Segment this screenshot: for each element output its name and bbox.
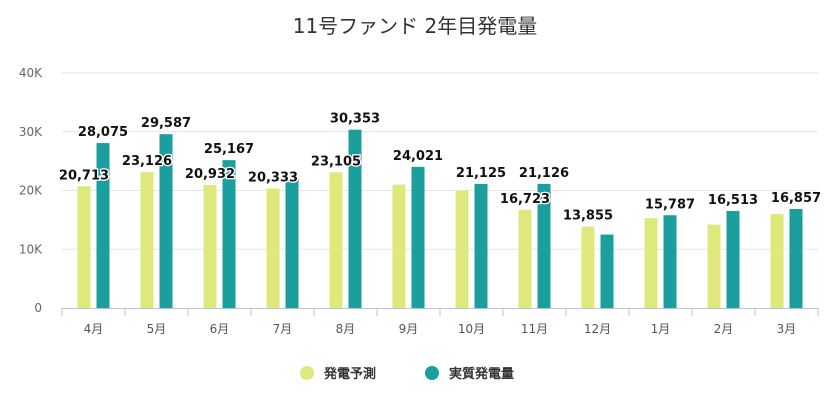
data-label: 25,167 xyxy=(204,142,254,157)
legend-marker xyxy=(300,366,314,380)
gridlines xyxy=(62,72,818,250)
data-label: 28,075 xyxy=(78,125,128,140)
bar xyxy=(222,160,236,308)
x-tick-label: 6月 xyxy=(210,322,230,336)
bar xyxy=(600,234,614,308)
x-tick-label: 8月 xyxy=(336,322,356,336)
y-tick-label: 30K xyxy=(19,125,43,139)
data-label: 15,787 xyxy=(645,197,695,212)
x-tick-label: 3月 xyxy=(777,322,797,336)
bar xyxy=(266,188,280,308)
bar xyxy=(663,215,677,308)
bar xyxy=(159,134,173,308)
bar xyxy=(203,185,217,308)
data-label: 23,105 xyxy=(311,154,361,169)
data-label: 21,126 xyxy=(519,166,569,181)
bar xyxy=(789,208,803,308)
data-label: 24,021 xyxy=(393,149,443,164)
y-tick-label: 10K xyxy=(19,242,43,256)
bar xyxy=(392,184,406,308)
bar xyxy=(411,166,425,308)
chart-title: 11号ファンド 2年目発電量 xyxy=(293,14,538,38)
x-tick-label: 5月 xyxy=(147,322,167,336)
legend: 発電予測 実質発電量 xyxy=(300,366,514,382)
y-axis: 0 10K 20K 30K 40K xyxy=(19,66,43,315)
x-tick-label: 2月 xyxy=(714,322,734,336)
data-label: 30,353 xyxy=(330,112,380,127)
data-label: 16,723 xyxy=(500,192,550,207)
x-tick-label: 11月 xyxy=(521,322,548,336)
data-label: 21,125 xyxy=(456,166,506,181)
y-tick-label: 40K xyxy=(19,66,43,80)
bar xyxy=(518,209,532,308)
bar xyxy=(581,226,595,308)
bar xyxy=(726,210,740,308)
data-label: 16,513 xyxy=(708,193,758,208)
bar xyxy=(707,224,721,308)
legend-label: 発電予測 xyxy=(323,366,376,382)
data-label: 20,713 xyxy=(59,168,109,183)
bar xyxy=(329,172,343,308)
bars xyxy=(77,129,803,308)
x-tick-label: 1月 xyxy=(651,322,671,336)
bar xyxy=(455,190,469,308)
bar xyxy=(140,172,154,308)
x-tick-label: 7月 xyxy=(273,322,293,336)
x-tick-label: 12月 xyxy=(584,322,611,336)
data-label: 13,855 xyxy=(563,209,613,224)
data-label: 29,587 xyxy=(141,116,191,131)
y-tick-label: 20K xyxy=(19,184,43,198)
y-tick-label: 0 xyxy=(34,301,42,315)
data-label: 20,932 xyxy=(185,167,235,182)
x-tick-label: 4月 xyxy=(84,322,104,336)
bar xyxy=(644,218,658,308)
bar xyxy=(537,183,551,308)
bar xyxy=(96,143,110,308)
x-tick-label: 10月 xyxy=(458,322,485,336)
x-axis: 4月 5月 6月 7月 8月 9月 10月 11月 12月 1月 2月 3月 xyxy=(61,308,819,336)
bar xyxy=(285,178,299,308)
bar xyxy=(77,186,91,308)
data-label: 20,333 xyxy=(248,171,298,186)
legend-marker xyxy=(425,366,439,380)
bar xyxy=(474,183,488,308)
bar xyxy=(348,129,362,308)
legend-label: 実質発電量 xyxy=(449,366,514,382)
data-labels: 20,713 23,126 20,932 20,333 23,105 16,723 13,8… xyxy=(58,110,823,225)
bar xyxy=(770,214,784,308)
x-tick-label: 9月 xyxy=(399,322,419,336)
data-label: 23,126 xyxy=(122,154,172,169)
data-label: 16,857 xyxy=(771,191,821,206)
